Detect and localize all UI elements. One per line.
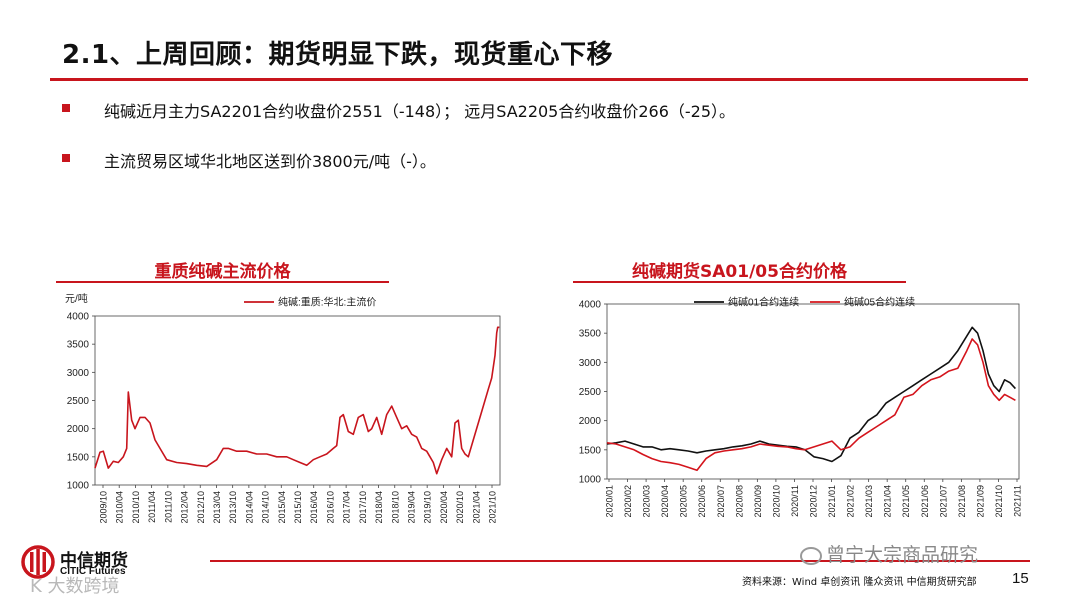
y-tick-label: 2000 [579, 416, 602, 427]
y-tick-label: 3000 [579, 358, 602, 369]
bullet-square-icon [62, 104, 70, 112]
watermark-right-text: 曾宁大宗商品研究 [826, 544, 979, 566]
x-tick-label: 2020/06 [697, 485, 707, 518]
x-tick-label: 2021/02 [846, 485, 856, 518]
x-tick-label: 2020/11 [790, 485, 800, 517]
x-tick-label: 2019/10 [423, 491, 433, 524]
x-tick-label: 2009/10 [99, 491, 109, 524]
legend-label: 纯碱01合约连续 [728, 296, 799, 309]
x-tick-label: 2021/08 [957, 485, 967, 518]
watermark-right: 曾宁大宗商品研究 [800, 540, 978, 567]
logo-en-text: CITIC Futures [60, 566, 126, 577]
y-tick-label: 3000 [67, 368, 90, 379]
x-tick-label: 2013/10 [228, 491, 238, 524]
x-tick-label: 2016/10 [325, 491, 335, 524]
chart-title-right: 纯碱期货SA01/05合约价格 [632, 262, 847, 282]
page-number: 15 [1012, 570, 1029, 587]
x-tick-label: 2012/10 [196, 491, 206, 524]
x-tick-label: 2021/03 [864, 485, 874, 518]
logo-cn-text: 中信期货 [60, 551, 128, 571]
title-divider [50, 78, 1028, 81]
wechat-icon [800, 546, 822, 565]
x-tick-label: 2021/10 [488, 491, 498, 524]
x-tick-label: 2020/10 [455, 491, 465, 524]
x-tick-label: 2017/04 [342, 491, 352, 524]
x-tick-label: 2015/04 [277, 491, 287, 524]
x-tick-label: 2014/10 [261, 491, 271, 524]
page-title: 2.1、上周回顾：期货明显下跌，现货重心下移 [62, 40, 614, 70]
bullet-text: 纯碱近月主力SA2201合约收盘价2551（-148）； 远月SA2205合约收… [104, 102, 736, 121]
x-tick-label: 2020/10 [771, 485, 781, 518]
y-tick-label: 1500 [67, 452, 90, 463]
watermark-left: K 大数跨境 [30, 576, 120, 597]
series-line [606, 326, 1016, 463]
bullet-text: 主流贸易区域华北地区送到价3800元/吨（-）。 [104, 152, 436, 171]
x-tick-label: 2016/04 [309, 491, 319, 524]
legend-label: 纯碱05合约连续 [844, 296, 915, 309]
y-tick-label: 4000 [579, 300, 602, 311]
x-tick-label: 2021/01 [827, 485, 837, 518]
x-tick-label: 2017/10 [358, 491, 368, 524]
x-tick-label: 2010/04 [115, 491, 125, 524]
x-tick-label: 2015/10 [293, 491, 303, 524]
chart-title-left: 重质纯碱主流价格 [154, 262, 291, 282]
x-tick-label: 2021/06 [920, 485, 930, 518]
x-tick-label: 2020/07 [716, 485, 726, 518]
x-tick-label: 2021/07 [938, 485, 948, 518]
x-tick-label: 2020/04 [439, 491, 449, 524]
x-tick-label: 2020/04 [660, 485, 670, 518]
x-tick-label: 2020/12 [809, 485, 819, 518]
plot-frame [94, 315, 501, 486]
x-tick-label: 2020/08 [734, 485, 744, 518]
y-tick-label: 2500 [67, 396, 90, 407]
y-tick-label: 1500 [579, 445, 602, 456]
x-tick-label: 2021/04 [883, 485, 893, 518]
x-tick-label: 2020/01 [605, 485, 615, 518]
y-tick-label: 2000 [67, 424, 90, 435]
x-tick-label: 2020/03 [642, 485, 652, 518]
x-tick-label: 2021/09 [975, 485, 985, 518]
source-note: 资料来源：Wind 卓创资讯 隆众资讯 中信期货研究部 [742, 577, 977, 588]
x-tick-label: 2013/04 [212, 491, 222, 524]
x-tick-label: 2019/04 [406, 491, 416, 524]
chart-title-divider-left [56, 281, 389, 283]
citic-logo-icon [21, 545, 55, 579]
series-line [606, 338, 1016, 472]
x-tick-label: 2021/11 [1013, 485, 1023, 517]
y-tick-label: 1000 [67, 481, 90, 492]
series-line [94, 326, 500, 475]
y-tick-label: 3500 [579, 329, 602, 340]
footer-divider [210, 560, 1030, 562]
x-tick-label: 2010/10 [131, 491, 141, 524]
x-tick-label: 2021/05 [901, 485, 911, 518]
bullet-square-icon [62, 154, 70, 162]
line-chart-left: 1000 1500 2000 2500 3000 3500 4000 2009/10 2010/… [65, 292, 501, 524]
y-tick-label: 2500 [579, 387, 602, 398]
plot-frame [606, 303, 1020, 480]
legend-label: 纯碱:重质:华北:主流价 [278, 296, 376, 309]
x-tick-label: 2011/10 [163, 491, 173, 523]
x-tick-label: 2021/04 [471, 491, 481, 524]
x-tick-label: 2014/04 [244, 491, 254, 524]
x-tick-label: 2018/10 [390, 491, 400, 524]
y-tick-label: 1000 [579, 475, 602, 486]
x-tick-label: 2018/04 [374, 491, 384, 524]
x-tick-label: 2021/10 [994, 485, 1004, 518]
x-tick-label: 2020/09 [753, 485, 763, 518]
x-tick-label: 2011/04 [147, 491, 157, 523]
x-tick-label: 2020/05 [679, 485, 689, 518]
chart-title-divider-right [573, 281, 906, 283]
y-tick-label: 3500 [67, 340, 90, 351]
line-chart-right: 1000 1500 2000 2500 3000 3500 4000 2020/01 2020/… [579, 296, 1023, 518]
unit-label: 元/吨 [65, 292, 88, 305]
x-tick-label: 2012/04 [180, 491, 190, 524]
x-tick-label: 2020/02 [623, 485, 633, 518]
y-tick-label: 4000 [67, 312, 90, 323]
